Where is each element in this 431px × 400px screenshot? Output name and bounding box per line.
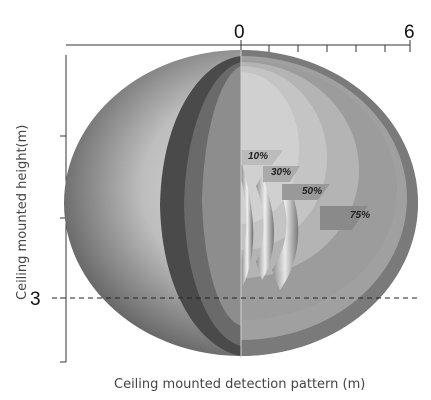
- x-axis-label: Ceiling mounted detection pattern (m): [114, 377, 365, 392]
- shell-inner-left: [202, 66, 241, 326]
- zone-label-30: 30%: [271, 167, 291, 178]
- x-tick-label-0: 0: [234, 22, 245, 43]
- y-tick-label-3: 3: [30, 289, 41, 310]
- zone-label-75: 75%: [350, 210, 370, 221]
- zone-label-10: 10%: [248, 151, 268, 162]
- x-axis-ticks: [240, 40, 411, 52]
- zone-label-50: 50%: [302, 186, 322, 197]
- y-axis-ticks: [60, 135, 66, 363]
- y-axis-label: Ceiling mounted height(m): [15, 125, 30, 300]
- x-tick-label-6: 6: [404, 22, 415, 43]
